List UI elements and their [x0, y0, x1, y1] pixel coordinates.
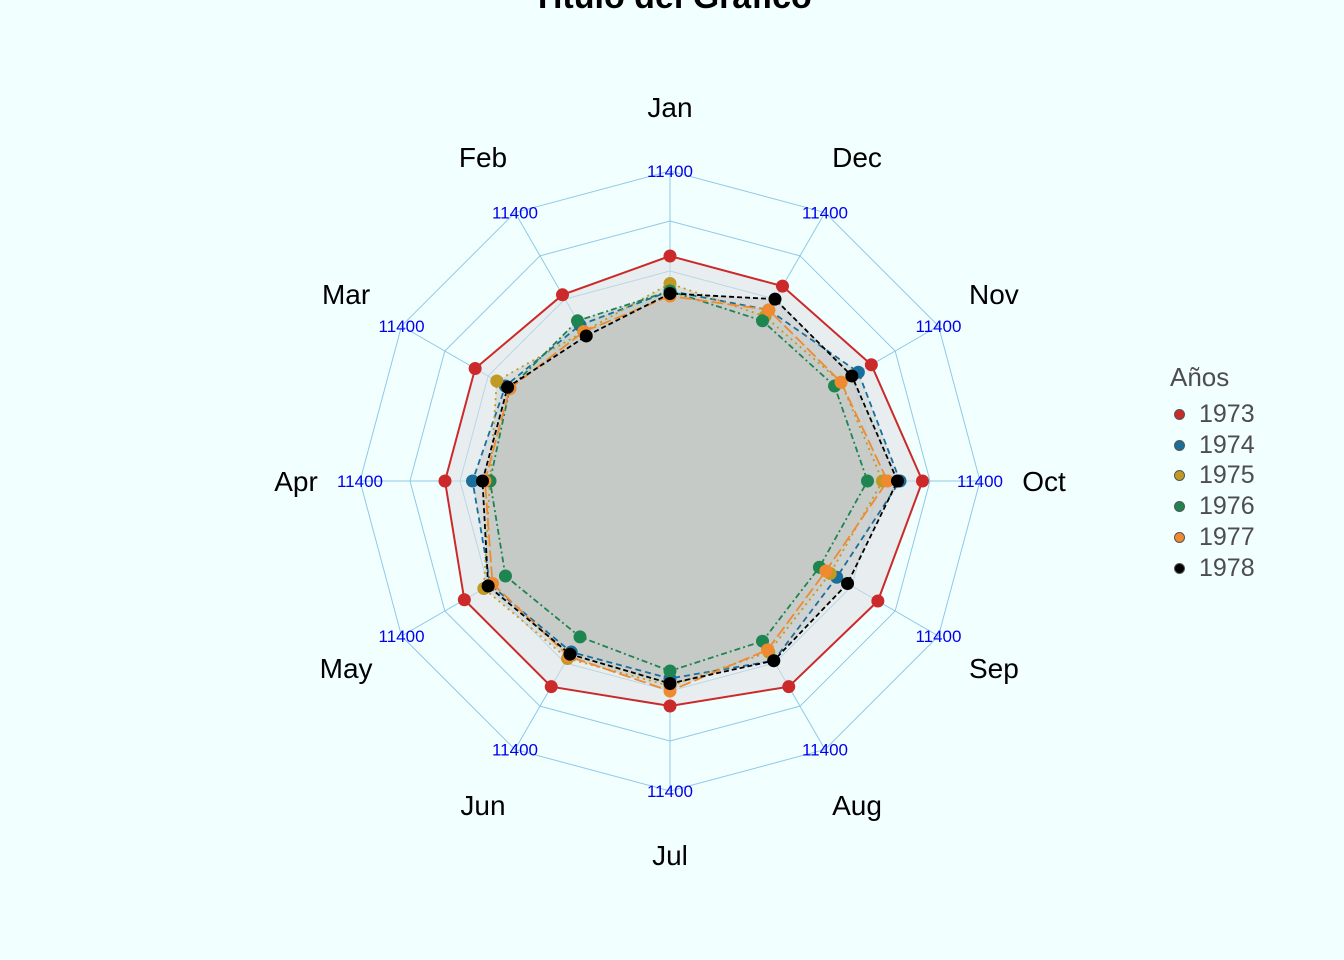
- data-point-1978-Jun: [563, 647, 577, 661]
- data-point-1976-Dec: [756, 314, 769, 328]
- category-label-Nov: Nov: [969, 279, 1019, 310]
- axis-value-label: 11400: [379, 627, 425, 646]
- data-point-1973-Jan: [663, 249, 677, 263]
- legend-label: 1973: [1199, 399, 1255, 428]
- data-point-1973-Jun: [544, 680, 558, 694]
- data-point-1978-May: [481, 579, 495, 593]
- category-label-May: May: [320, 653, 373, 684]
- legend: Años 1973 1974 1975 1976 1977 1978: [1170, 362, 1255, 584]
- data-point-1977-Sep: [819, 564, 833, 578]
- axis-value-label: 11400: [802, 204, 848, 223]
- data-point-1977-Oct: [881, 474, 894, 488]
- data-point-1976-Jul: [663, 664, 677, 678]
- data-point-1978-Feb: [579, 329, 593, 343]
- axis-value-label: 11400: [915, 317, 961, 336]
- data-point-1978-Jan: [663, 287, 677, 300]
- legend-dot-icon: [1174, 470, 1185, 482]
- legend-label: 1978: [1199, 553, 1255, 582]
- legend-item-1975: 1975: [1170, 461, 1255, 492]
- legend-label: 1974: [1199, 430, 1255, 459]
- axis-value-label: 11400: [647, 782, 693, 801]
- chart-title: Título del Gráfico: [0, 0, 1344, 17]
- data-point-1973-Sep: [871, 594, 885, 608]
- category-label-Apr: Apr: [274, 466, 318, 497]
- category-label-Feb: Feb: [459, 142, 507, 173]
- legend-title: Años: [1170, 362, 1230, 392]
- data-point-1978-Nov: [845, 369, 859, 383]
- category-label-Sep: Sep: [969, 653, 1019, 684]
- legend-item-1973: 1973: [1170, 399, 1255, 430]
- legend-item-1978: 1978: [1170, 553, 1255, 584]
- legend-label: 1977: [1199, 523, 1255, 552]
- category-label-Mar: Mar: [322, 279, 370, 310]
- data-point-1975-Mar: [490, 374, 504, 388]
- category-label-Aug: Aug: [832, 790, 882, 821]
- data-point-1977-Dec: [762, 303, 776, 317]
- data-point-1978-Jul: [663, 677, 677, 690]
- data-point-1978-Apr: [476, 474, 489, 488]
- legend-item-1974: 1974: [1170, 430, 1255, 461]
- data-point-1973-Aug: [782, 680, 796, 694]
- legend-dot-icon: [1174, 562, 1185, 574]
- data-point-1976-Jun: [573, 630, 587, 644]
- data-point-1973-Dec: [776, 279, 789, 293]
- category-label-Oct: Oct: [1022, 466, 1066, 497]
- data-point-1973-Jul: [663, 699, 677, 713]
- data-point-1973-Nov: [864, 358, 878, 372]
- data-point-1976-Feb: [571, 314, 584, 328]
- data-point-1977-Aug: [761, 643, 774, 657]
- data-point-1973-May: [457, 593, 471, 607]
- category-label-Dec: Dec: [832, 142, 882, 173]
- axis-value-label: 11400: [647, 162, 693, 181]
- data-point-1973-Feb: [556, 288, 569, 302]
- axis-value-label: 11400: [492, 740, 538, 759]
- legend-item-1977: 1977: [1170, 522, 1255, 553]
- axis-value-label: 11400: [802, 740, 848, 759]
- axis-value-label: 11400: [915, 627, 961, 646]
- data-point-1976-May: [498, 569, 512, 583]
- data-point-1976-Oct: [861, 474, 874, 488]
- data-point-1974-Apr: [466, 474, 479, 488]
- data-point-1973-Apr: [438, 474, 452, 488]
- legend-dot-icon: [1174, 439, 1185, 451]
- category-label-Jun: Jun: [460, 790, 505, 821]
- axis-value-label: 11400: [957, 472, 1003, 491]
- legend-dot-icon: [1174, 408, 1185, 420]
- legend-label: 1975: [1199, 461, 1255, 490]
- data-point-1978-Mar: [501, 380, 515, 394]
- data-point-1973-Mar: [468, 362, 482, 375]
- axis-value-label: 11400: [337, 472, 383, 491]
- axis-value-label: 11400: [379, 317, 425, 336]
- category-label-Jul: Jul: [652, 840, 688, 871]
- category-label-Jan: Jan: [647, 92, 692, 123]
- data-point-1978-Sep: [841, 577, 855, 590]
- legend-dot-icon: [1174, 501, 1185, 513]
- legend-label: 1976: [1199, 492, 1255, 521]
- data-point-1978-Aug: [767, 654, 781, 668]
- series-area-1978: [482, 293, 898, 684]
- data-point-1977-Nov: [834, 375, 848, 389]
- data-point-1978-Oct: [891, 474, 904, 488]
- axis-value-label: 11400: [492, 204, 538, 223]
- legend-dot-icon: [1174, 532, 1185, 544]
- data-point-1973-Oct: [916, 474, 929, 488]
- legend-item-1976: 1976: [1170, 491, 1255, 522]
- data-point-1978-Dec: [768, 292, 782, 306]
